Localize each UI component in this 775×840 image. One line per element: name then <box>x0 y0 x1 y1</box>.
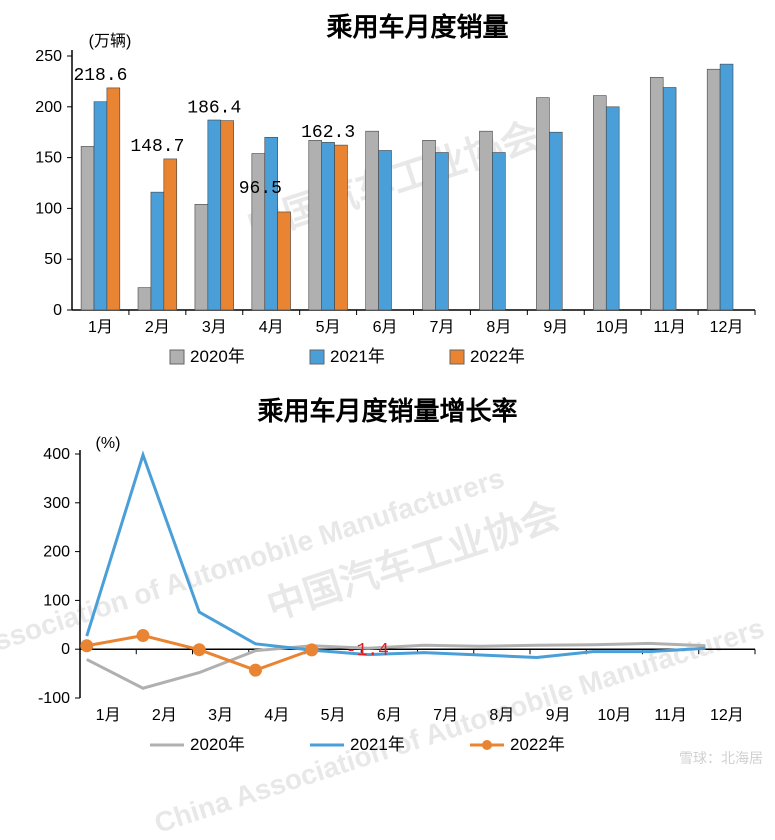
bar-data-label: 218.6 <box>73 66 127 86</box>
x-tick-label: 10月 <box>597 707 631 724</box>
y-tick-label: 200 <box>43 544 70 561</box>
y-tick-label: 100 <box>43 592 70 609</box>
line-series <box>87 455 706 658</box>
bar <box>164 159 177 310</box>
y-tick-label: 50 <box>44 251 62 268</box>
legend-label: 2022年 <box>470 347 525 366</box>
line-chart-title: 乘用车月度销量增长率 <box>256 396 517 426</box>
bar <box>309 140 322 310</box>
y-tick-label: 250 <box>35 48 62 65</box>
bar <box>436 153 449 310</box>
bar <box>549 132 562 310</box>
x-tick-label: 2月 <box>152 707 177 724</box>
line-series <box>87 643 706 688</box>
bar <box>265 137 278 310</box>
legend-label: 2020年 <box>190 735 245 754</box>
y-tick-label: 200 <box>35 99 62 116</box>
legend-swatch <box>310 350 324 364</box>
y-unit-label: (%) <box>96 435 121 452</box>
line-marker <box>250 664 262 676</box>
bar <box>252 154 265 310</box>
line-chart: 乘用车月度销量增长率 (%) -100 0 100 200 300 400 1月 2月 3月 4月 5月… <box>0 390 775 770</box>
x-tick-label: 8月 <box>489 707 514 724</box>
bar <box>94 102 107 310</box>
x-tick-label: 3月 <box>202 319 227 336</box>
legend-label: 2022年 <box>510 735 565 754</box>
x-tick-label: 12月 <box>710 319 744 336</box>
bar <box>536 98 549 310</box>
y-tick-label: 150 <box>35 150 62 167</box>
bar <box>221 121 234 310</box>
bar <box>322 142 335 310</box>
bar <box>195 204 208 310</box>
y-tick-label: 400 <box>43 446 70 463</box>
bar-data-label: 148.7 <box>130 137 184 157</box>
y-unit-label: (万辆) <box>89 32 132 50</box>
x-tick-label: 1月 <box>96 707 121 724</box>
bar <box>138 288 151 310</box>
bar-data-label: 96.5 <box>239 179 282 199</box>
bar-chart-title: 乘用车月度销量 <box>325 12 508 42</box>
bar <box>151 192 164 310</box>
bar <box>335 145 348 310</box>
bar <box>606 107 619 310</box>
y-tick-label: 100 <box>35 200 62 217</box>
x-tick-label: 4月 <box>259 319 284 336</box>
x-tick-label: 5月 <box>316 319 341 336</box>
bar-data-label: 186.4 <box>187 99 241 119</box>
line-marker <box>81 640 93 652</box>
y-tick-label: 0 <box>61 641 70 658</box>
line-marker <box>137 630 149 642</box>
x-tick-label: 11月 <box>654 707 687 724</box>
footer-brand: 雪球：北海居 <box>679 748 763 768</box>
x-tick-label: 6月 <box>377 707 402 724</box>
x-tick-label: 9月 <box>546 707 571 724</box>
legend-label: 2020年 <box>190 347 245 366</box>
bar <box>208 120 221 310</box>
legend-label: 2021年 <box>350 735 405 754</box>
line-callout: -1.4 <box>346 641 389 661</box>
line-marker <box>193 644 205 656</box>
legend-swatch <box>170 350 184 364</box>
bar <box>720 64 733 310</box>
y-tick-label: 300 <box>43 495 70 512</box>
bar <box>492 153 505 310</box>
x-tick-label: 7月 <box>433 707 458 724</box>
x-tick-label: 11月 <box>653 319 686 336</box>
x-tick-label: 4月 <box>264 707 289 724</box>
legend-marker <box>482 740 492 750</box>
x-tick-label: 2月 <box>145 319 170 336</box>
bar-data-label: 162.3 <box>301 123 355 143</box>
x-tick-label: 7月 <box>430 319 455 336</box>
x-tick-label: 8月 <box>486 319 511 336</box>
bar <box>278 212 291 310</box>
legend-swatch <box>450 350 464 364</box>
x-tick-label: 12月 <box>710 707 744 724</box>
bar-chart: 乘用车月度销量 (万辆) 0 50 100 150 200 250 1月 2月 3月 4月 5月 6月 7月… <box>0 0 775 390</box>
bar <box>480 131 493 310</box>
line-marker <box>306 644 318 656</box>
x-tick-label: 10月 <box>596 319 630 336</box>
x-tick-label: 9月 <box>543 319 568 336</box>
bar <box>379 150 392 310</box>
y-tick-label: -100 <box>38 690 70 707</box>
legend-label: 2021年 <box>330 347 385 366</box>
bar <box>366 131 379 310</box>
bar <box>707 69 720 310</box>
x-tick-label: 6月 <box>373 319 398 336</box>
bar <box>650 77 663 310</box>
y-tick-label: 0 <box>53 302 62 319</box>
bar <box>663 87 676 310</box>
x-tick-label: 3月 <box>208 707 233 724</box>
x-tick-label: 1月 <box>88 319 113 336</box>
bar <box>593 96 606 310</box>
x-tick-label: 5月 <box>321 707 346 724</box>
bar <box>423 140 436 310</box>
bar <box>107 88 120 310</box>
bar <box>81 146 94 310</box>
